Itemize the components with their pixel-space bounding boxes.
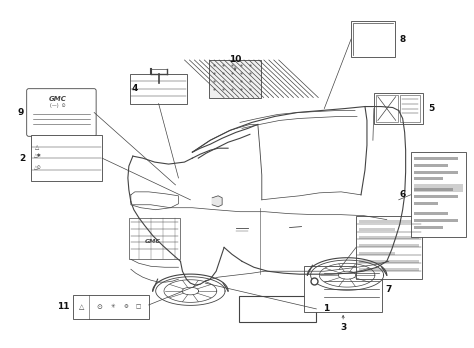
Bar xyxy=(304,266,382,312)
Bar xyxy=(356,216,421,279)
Text: 8: 8 xyxy=(400,34,406,44)
Text: 2: 2 xyxy=(19,153,26,163)
Bar xyxy=(414,157,458,160)
Text: 1: 1 xyxy=(323,304,329,314)
Text: ⊙: ⊙ xyxy=(96,304,102,310)
Bar xyxy=(414,177,443,181)
Bar xyxy=(130,74,187,104)
Text: 5: 5 xyxy=(428,104,435,113)
Bar xyxy=(414,164,448,167)
Bar xyxy=(359,244,419,247)
Bar xyxy=(31,135,102,181)
Text: △✱: △✱ xyxy=(34,154,42,159)
Text: GMC: GMC xyxy=(48,96,66,102)
Bar xyxy=(359,228,395,231)
Text: 9: 9 xyxy=(18,108,24,117)
Text: (—)  ⊙: (—) ⊙ xyxy=(50,103,65,108)
Bar xyxy=(359,260,419,263)
Bar xyxy=(414,195,458,198)
Text: 4: 4 xyxy=(132,84,138,93)
Bar xyxy=(414,226,443,229)
Bar xyxy=(414,212,448,215)
Bar xyxy=(359,236,419,239)
Text: ⚙: ⚙ xyxy=(123,304,128,309)
Bar xyxy=(239,296,316,322)
Bar xyxy=(414,219,458,222)
Text: □: □ xyxy=(135,304,140,309)
Bar xyxy=(351,21,395,57)
Text: 3: 3 xyxy=(340,323,346,332)
Text: 6: 6 xyxy=(400,190,406,199)
Bar xyxy=(376,95,398,122)
Bar xyxy=(359,268,419,271)
Bar xyxy=(129,218,181,259)
Bar xyxy=(414,188,453,191)
Bar xyxy=(414,202,438,205)
Bar xyxy=(400,95,419,122)
FancyBboxPatch shape xyxy=(27,89,96,136)
Bar xyxy=(410,152,466,237)
Bar xyxy=(209,60,261,98)
Bar xyxy=(414,171,458,174)
Text: GMC: GMC xyxy=(145,239,161,244)
Bar xyxy=(374,93,423,124)
Text: △: △ xyxy=(36,144,40,149)
Text: ✳: ✳ xyxy=(111,304,115,309)
Text: 10: 10 xyxy=(229,55,241,64)
Text: △⊙: △⊙ xyxy=(34,166,42,171)
Bar xyxy=(414,184,463,192)
Bar xyxy=(359,220,419,223)
Text: △: △ xyxy=(79,304,84,310)
Polygon shape xyxy=(212,196,222,207)
Text: 11: 11 xyxy=(57,302,70,311)
Bar xyxy=(73,295,149,319)
Bar xyxy=(359,252,395,255)
Text: 7: 7 xyxy=(385,285,392,294)
